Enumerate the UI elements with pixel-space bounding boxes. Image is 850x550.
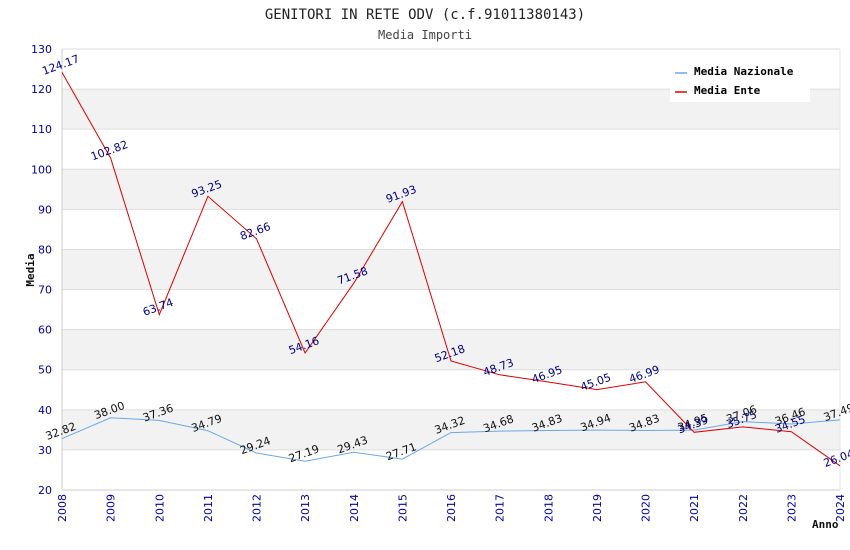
x-tick-label: 2009 [105, 494, 118, 522]
grid-band [62, 169, 840, 210]
legend-label-ente: Media Ente [694, 84, 761, 97]
y-tick-label: 20 [38, 484, 52, 497]
y-tick-label: 130 [31, 43, 52, 56]
x-tick-label: 2013 [299, 494, 312, 522]
y-tick-label: 110 [31, 123, 52, 136]
y-tick-label: 120 [31, 83, 52, 96]
legend-label-nazionale: Media Nazionale [694, 65, 794, 78]
chart-subtitle: Media Importi [378, 28, 472, 42]
x-tick-label: 2017 [494, 494, 507, 522]
axes [61, 49, 841, 491]
series-line-nazionale [61, 417, 841, 462]
data-label-ente: 26.04 [822, 447, 850, 470]
grid-band [62, 249, 840, 290]
chart-title: GENITORI IN RETE ODV (c.f.91011380143) [265, 7, 585, 23]
y-tick-label: 30 [38, 444, 52, 457]
x-tick-label: 2016 [445, 494, 458, 522]
x-tick-label: 2019 [591, 494, 604, 522]
x-tick-label: 2015 [396, 494, 409, 522]
x-tick-label: 2021 [688, 494, 701, 522]
grid-bands [62, 48, 840, 491]
x-tick-label: 2020 [640, 494, 653, 522]
x-tick-label: 2024 [834, 494, 847, 522]
x-axis-title: Anno [812, 518, 839, 531]
data-label-ente: 63.74 [141, 296, 175, 319]
data-label-ente: 124.17 [40, 52, 81, 77]
y-tick-label: 40 [38, 404, 52, 417]
data-label-ente: 45.05 [579, 371, 613, 394]
series-group [61, 72, 841, 467]
y-tick-label: 50 [38, 364, 52, 377]
data-label-ente: 82.66 [238, 220, 272, 243]
x-tick-label: 2011 [202, 494, 215, 522]
grid-band [62, 329, 840, 370]
grid-band [62, 409, 840, 450]
x-tick-label: 2014 [348, 494, 361, 522]
x-tick-label: 2012 [251, 494, 264, 522]
y-tick-label: 100 [31, 163, 52, 176]
x-tick-label: 2008 [56, 494, 69, 522]
x-axis-ticks: 2008 2009 2010 2011 2012 2013 2014 2015 2016 2017… [56, 494, 847, 522]
x-tick-label: 2010 [153, 494, 166, 522]
legend: Media Nazionale Media Ente [670, 60, 810, 102]
y-axis-title: Media [24, 253, 37, 286]
x-tick-label: 2022 [737, 494, 750, 522]
x-tick-label: 2023 [785, 494, 798, 522]
series-line-ente [61, 72, 841, 467]
y-axis-ticks: 20 30 40 50 60 70 80 90 100 110 120 130 [31, 43, 52, 497]
legend-box [670, 60, 810, 102]
x-tick-label: 2018 [542, 494, 555, 522]
data-label-ente: 102.82 [89, 138, 130, 163]
y-tick-label: 60 [38, 324, 52, 337]
y-tick-label: 70 [38, 284, 52, 297]
y-tick-label: 80 [38, 243, 52, 256]
y-tick-label: 90 [38, 203, 52, 216]
